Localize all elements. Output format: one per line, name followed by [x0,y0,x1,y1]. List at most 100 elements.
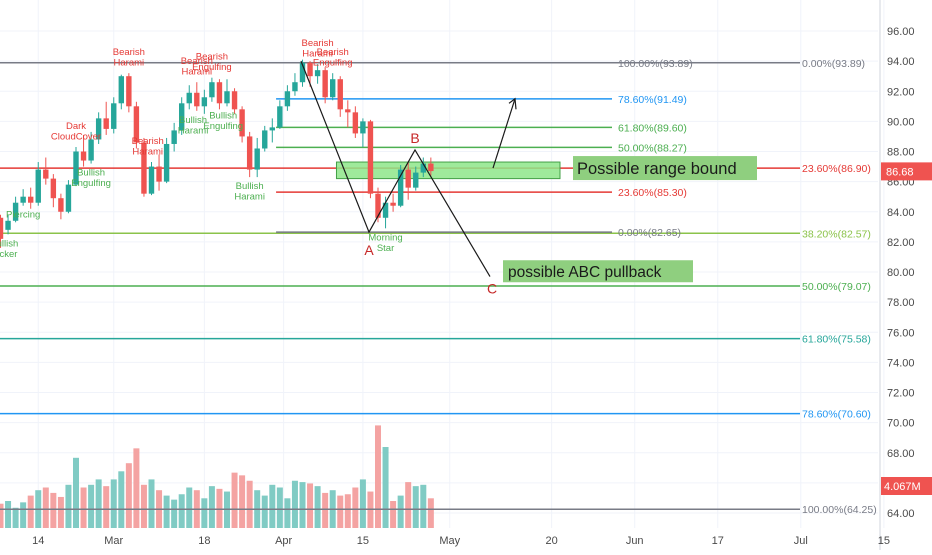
candle-body [277,106,283,128]
volume-bar [27,495,34,528]
volume-bar [269,484,276,528]
time-tick-label[interactable]: Mar [104,535,123,547]
volume-bar [133,448,140,528]
pattern-label: Engulfing [203,121,243,132]
pattern-label: Engulfing [71,178,111,189]
price-tick-label[interactable]: 64.00 [887,508,915,520]
candle-body [337,79,343,110]
point-a-label: A [364,242,374,258]
volume-bar [140,484,147,528]
time-tick-label[interactable]: Apr [275,535,292,547]
candle-body [292,82,298,92]
time-tick-label[interactable]: May [439,535,460,547]
price-tick-label[interactable]: 80.00 [887,267,915,279]
candle-body [254,148,260,170]
volume-bar [322,492,329,528]
volume-bar [427,498,434,528]
candle-body [43,169,49,179]
time-tick-label[interactable]: Jul [794,535,808,547]
arrow-head-icon[interactable] [508,97,517,110]
pattern-label: Bearish [113,47,145,58]
last-price-badge[interactable] [881,162,932,181]
price-tick-label[interactable]: 68.00 [887,448,915,460]
pattern-label: Engulfing [192,62,232,73]
price-tick-label[interactable]: 88.00 [887,147,915,159]
price-tick-label[interactable]: 74.00 [887,357,915,369]
volume-bar [171,499,178,528]
volume-bar [57,496,64,528]
price-tick-label[interactable]: 96.00 [887,26,915,38]
candle-body [224,91,230,104]
candle-body [141,142,147,194]
last-volume-badge[interactable] [881,477,932,495]
abc-callout[interactable] [503,260,693,283]
price-tick-label[interactable]: 82.00 [887,237,915,249]
pattern-label: Harami [114,58,145,69]
candle-body [307,62,313,77]
abc-wave-line[interactable] [300,60,491,277]
volume-bar [50,492,57,528]
pattern-label: Bearish [132,136,164,147]
candle-body [5,220,11,230]
volume-bar [65,484,72,528]
candle-body [179,103,185,131]
pattern-label: Piercing [6,210,40,221]
pattern-label: Bullish [77,168,105,179]
candle-body [284,91,291,107]
price-tick-label[interactable]: 94.00 [887,56,915,68]
candle-body [428,163,434,172]
pattern-label: Bearish [181,56,213,67]
price-tick-label[interactable]: 76.00 [887,327,915,339]
candles [0,59,434,248]
price-tick-label[interactable]: 72.00 [887,388,915,400]
range-bound-zone[interactable] [335,161,561,180]
time-tick-label[interactable]: 20 [546,535,558,547]
candle-body [375,193,381,218]
volume-bar [148,479,155,528]
fibonacci-levels[interactable]: 0.00%(93.89) 23.60%(86.90) 38.20%(82.57) 50… [0,58,877,516]
breakout-arrow[interactable] [492,98,516,169]
candle-body [194,92,200,107]
candle-body [133,106,140,143]
candle-body [12,202,19,221]
range-bound-label: Possible range bound [577,160,737,178]
price-tick-label[interactable]: 70.00 [887,418,915,430]
candle-body [246,136,253,170]
time-tick-label[interactable]: 14 [32,535,44,547]
price-tick-label[interactable]: 78.00 [887,297,915,309]
candle-body [80,151,87,161]
time-axis[interactable]: 14 Mar 18 Apr 15 May 20 Jun 17 Jul 15 [32,535,890,547]
fib-level-label: 61.80%(89.60) [618,122,687,134]
pattern-label: Harami [181,67,212,78]
volume-bar [299,482,306,528]
time-tick-label[interactable]: 15 [357,535,369,547]
time-tick-label[interactable]: 18 [198,535,210,547]
last-price-label[interactable]: 86.68 [886,166,914,178]
fib-level-label: 100.00%(93.89) [618,58,693,70]
pattern-label: Bearish [301,38,333,49]
last-volume-label[interactable]: 4.067M [884,481,921,493]
time-tick-label[interactable]: 15 [878,535,890,547]
time-tick-label[interactable]: 17 [712,535,724,547]
point-b-label: B [410,130,419,146]
price-tick-label[interactable]: 84.00 [887,207,915,219]
time-tick-label[interactable]: Jun [626,535,644,547]
candle-body [186,92,192,104]
range-zone[interactable]: Possible range bound [335,156,757,181]
pattern-label: Harami [178,125,209,136]
volume-bar [110,479,117,528]
volume-bar [118,471,125,528]
price-tick-label[interactable]: 90.00 [887,116,915,128]
volume-bar [390,501,397,528]
price-tick-label[interactable]: 92.00 [887,86,915,98]
candle-body [397,169,404,206]
range-bound-callout[interactable] [573,156,757,181]
price-axis[interactable]: 96.0094.0092.0090.0088.0086.0084.0082.00… [879,0,932,550]
candle-body [201,97,208,107]
pattern-label: Harami [302,49,333,60]
candle-body [405,169,411,188]
volume-bar [12,507,19,528]
candle-body [50,178,57,199]
